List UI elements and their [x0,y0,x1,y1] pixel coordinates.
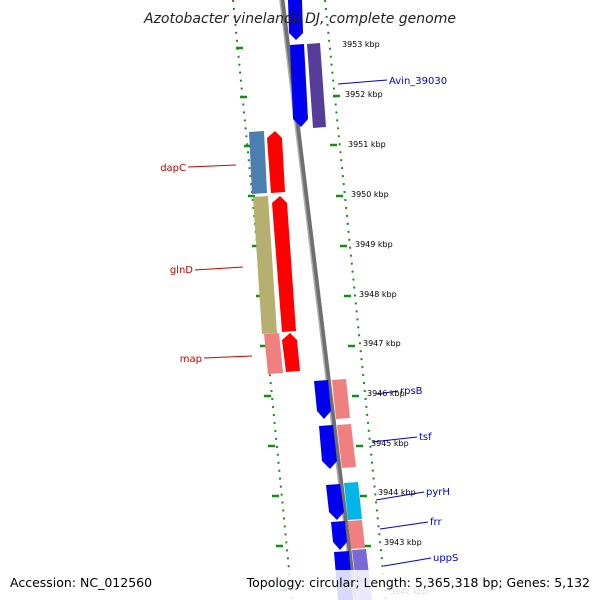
kbp-label: 3953 kbp [342,40,380,49]
kbp-label: 3943 kbp [384,538,422,547]
rpsB-cds-arrow [314,380,331,419]
gene-label-tsf[interactable]: tsf [419,432,432,443]
glnD-cds-arrow [272,196,296,332]
tsf-cds-arrow [319,425,337,469]
gene-leader-line [194,266,244,271]
kbp-label: 3947 kbp [363,339,401,348]
gene-leader-line [187,164,237,168]
pyrH-cds-arrow [326,484,344,520]
gene-label-pyrH[interactable]: pyrH [426,487,450,498]
genome-info: Topology: circular; Length: 5,365,318 bp… [246,575,590,590]
gene-label-dapC[interactable]: dapC [160,163,186,174]
kbp-label: 3948 kbp [359,290,397,299]
gene-label-rpsB[interactable]: rpsB [400,386,423,397]
gene-leader-line [203,355,253,359]
tsf-feature [337,424,356,468]
gene-labels: Avin_39030 dapC glnD map rpsB tsf pyrH frr uppS [160,76,458,567]
frr-cds-arrow [331,521,347,550]
map-cds-arrow [282,333,300,372]
glnD-feature [253,196,277,334]
top-cds [288,0,303,40]
kbp-label: 3950 kbp [351,190,389,199]
gene-leader-line [371,436,418,443]
gene-leader-line [375,390,399,395]
pyrH-feature [344,482,362,520]
kbp-label: 3952 kbp [345,90,383,99]
kbp-label: 3946 kbp [367,389,405,398]
gene-label-map[interactable]: map [180,354,202,365]
gene-label-uppS[interactable]: uppS [433,553,458,564]
genome-title: Azotobacter vinelandii DJ, complete geno… [143,11,456,27]
dapC-cds-arrow [267,131,285,193]
rpsB-feature [332,379,350,419]
Avin_39030-cds-arrow [290,44,308,127]
gene-leader-line [383,557,432,567]
gene-leader-line [379,521,429,530]
frr-feature [348,520,365,549]
Avin_39030-feature [307,43,326,128]
map-feature [264,333,283,374]
gene-label-Avin_39030[interactable]: Avin_39030 [389,76,447,87]
dapC-feature [249,131,267,194]
kbp-label: 3944 kbp [378,488,416,497]
gene-leader-line [337,79,388,85]
gene-label-frr[interactable]: frr [430,517,442,528]
reverse-strand-genes [249,131,300,374]
gene-label-glnD[interactable]: glnD [170,265,193,276]
kbp-label: 3951 kbp [348,140,386,149]
footer-band [0,570,600,600]
kbp-label: 3945 kbp [371,439,409,448]
kbp-label: 3949 kbp [355,240,393,249]
gene-leader-line [375,491,425,501]
accession-label: Accession: NC_012560 [10,575,152,590]
